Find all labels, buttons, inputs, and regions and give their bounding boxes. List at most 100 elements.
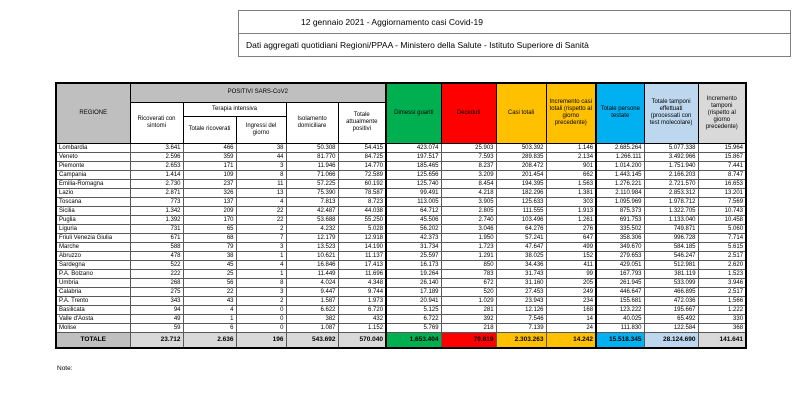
region-name: Toscana: [55, 196, 131, 207]
cell-value: 275: [129, 286, 184, 297]
cell-value: 6.622: [285, 304, 339, 315]
table-row: Lazio 2.871 326 13 75.390 78.587 99.491 4.218 18…: [55, 187, 747, 198]
cell-value: 281: [440, 304, 497, 315]
region-name: Piemonte: [55, 160, 131, 171]
cell-value: 84.725: [337, 151, 387, 162]
cell-value: 6: [182, 322, 237, 333]
cell-value: 11.696: [337, 268, 387, 279]
cell-value: 38: [235, 142, 287, 153]
cell-value: 49: [129, 313, 184, 324]
cell-value: 2.740: [440, 214, 497, 225]
table-row: Campania 1.414 109 8 71.066 72.589 125.656 3.20…: [55, 169, 747, 180]
region-name: Valle d'Aosta: [55, 313, 131, 324]
cell-value: 499: [545, 241, 597, 252]
cell-value: 1: [182, 313, 237, 324]
table-row: Emilia-Romagna 2.730 237 11 57.225 60.192 125.…: [55, 178, 747, 189]
cell-value: 44.038: [337, 205, 387, 216]
cell-value: 79: [182, 241, 237, 252]
cell-value: 8.747: [697, 169, 747, 180]
cell-value: 2.134: [545, 151, 597, 162]
cell-value: 783: [440, 268, 497, 279]
cell-value: 11.137: [337, 250, 387, 261]
cell-value: 850: [440, 259, 497, 270]
cell-value: 3.946: [697, 277, 747, 288]
cell-value: 2.653: [129, 160, 184, 171]
cell-value: 0: [235, 313, 287, 324]
cell-value: 111.830: [595, 322, 645, 333]
cell-value: 9.447: [285, 286, 339, 297]
cell-value: 81.770: [285, 151, 339, 162]
cell-value: 10.743: [697, 205, 747, 216]
cell-value: 22: [235, 214, 287, 225]
cell-value: 303: [545, 196, 597, 207]
cell-value: 1.342: [129, 205, 184, 216]
cell-value: 5.769: [385, 322, 442, 333]
cell-value: 1.029: [440, 295, 497, 306]
totale-value: 543.692: [285, 331, 339, 349]
cell-value: 7.569: [697, 196, 747, 207]
cell-value: 2.871: [129, 187, 184, 198]
cell-value: 23.943: [495, 295, 547, 306]
cell-value: 65.492: [643, 313, 699, 324]
table-row: Liguria 731 65 2 4.232 5.028 56.202 3.046 64.276…: [55, 223, 747, 234]
cell-value: 533.099: [643, 277, 699, 288]
totale-row: TOTALE 23.712 2.636 196 543.692 570.040 1.653.…: [55, 331, 747, 349]
cell-value: 42.373: [385, 232, 442, 243]
report-subtitle: Dati aggregati quotidiani Regioni/PPAA -…: [246, 40, 589, 50]
cell-value: 103.496: [495, 214, 547, 225]
cell-value: 99.491: [385, 187, 442, 198]
table-row: Calabria 275 22 3 9.447 9.744 17.189 520 27.453 2…: [55, 286, 747, 297]
cell-value: 197.517: [385, 151, 442, 162]
cell-value: 1.392: [129, 214, 184, 225]
cell-value: 691.753: [595, 214, 645, 225]
totale-label: TOTALE: [55, 331, 131, 349]
cell-value: 2.685.264: [595, 142, 645, 153]
cell-value: 4.232: [285, 223, 339, 234]
cell-value: 22: [182, 286, 237, 297]
cell-value: 392: [440, 313, 497, 324]
cell-value: 167.793: [595, 268, 645, 279]
cell-value: 208.472: [495, 160, 547, 171]
cell-value: 381.119: [643, 268, 699, 279]
region-name: Marche: [55, 241, 131, 252]
cell-value: 1.978.712: [643, 196, 699, 207]
cell-value: 1.723: [440, 241, 497, 252]
cell-value: 3: [235, 286, 287, 297]
cell-value: 1.950: [440, 232, 497, 243]
cell-value: 8: [235, 277, 287, 288]
region-name: Liguria: [55, 223, 131, 234]
report-title: 12 gennaio 2021 - Aggiornamento casi Cov…: [239, 11, 790, 34]
cell-value: 875.373: [595, 205, 645, 216]
cell-value: 209: [182, 205, 237, 216]
cell-value: 182.296: [495, 187, 547, 198]
region-name: Basilicata: [55, 304, 131, 315]
cell-value: 185.465: [385, 160, 442, 171]
cell-value: 13.201: [697, 187, 747, 198]
cell-value: 194.395: [495, 178, 547, 189]
cell-value: 368: [697, 322, 747, 333]
cell-value: 520: [440, 286, 497, 297]
cell-value: 170: [182, 214, 237, 225]
cell-value: 3.492.966: [643, 151, 699, 162]
cell-value: 56: [182, 277, 237, 288]
cell-value: 1.291: [440, 250, 497, 261]
cell-value: 1.563: [545, 178, 597, 189]
cell-value: 55.250: [337, 214, 387, 225]
cell-value: 59: [129, 322, 184, 333]
cell-value: 1: [235, 268, 287, 279]
table-row: Basilicata 94 4 0 6.622 6.720 5.125 281 12.126 16…: [55, 304, 747, 315]
cell-value: 4.218: [440, 187, 497, 198]
cell-value: 54.415: [337, 142, 387, 153]
column-header-terapia-totale: Totale ricoverati: [182, 115, 237, 144]
cell-value: 382: [285, 313, 339, 324]
cell-value: 137: [182, 196, 237, 207]
region-name: Molise: [55, 322, 131, 333]
cell-value: 1.261: [545, 214, 597, 225]
cell-value: 25.903: [440, 142, 497, 153]
cell-value: 662: [545, 169, 597, 180]
cell-value: 472.036: [643, 295, 699, 306]
cell-value: 17.413: [337, 259, 387, 270]
totale-value: 15.518.345: [595, 331, 645, 349]
cell-value: 16.173: [385, 259, 442, 270]
